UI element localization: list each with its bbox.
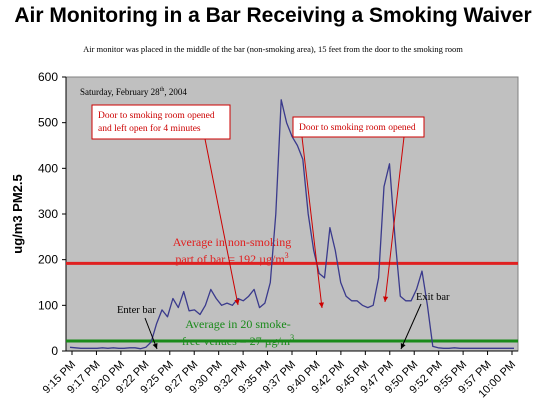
y-tick-label: 100 bbox=[38, 298, 58, 312]
y-axis-label: ug/m3 PM2.5 bbox=[10, 174, 25, 253]
arrow-head bbox=[234, 299, 240, 305]
y-tick-label: 0 bbox=[51, 344, 58, 358]
reference-line-label: Average in 20 smoke- bbox=[185, 317, 290, 331]
arrow-head bbox=[383, 296, 389, 302]
reference-line-label: free venues = 27 µg/m3 bbox=[182, 333, 294, 348]
chart-subtitle: Air monitor was placed in the middle of … bbox=[83, 44, 463, 54]
reference-line-label: part of bar = 192 µg/m3 bbox=[175, 251, 288, 266]
series-group bbox=[69, 99, 514, 350]
y-tick-label: 300 bbox=[38, 207, 58, 221]
reference-line-label: Average in non-smoking bbox=[173, 235, 291, 249]
y-tick-label: 400 bbox=[38, 161, 58, 175]
annotation-arrow bbox=[144, 317, 158, 350]
annotations: Door to smoking room opened and left open… bbox=[91, 104, 450, 316]
annotation-arrow bbox=[204, 138, 239, 306]
chart-title: Air Monitoring in a Bar Receiving a Smok… bbox=[14, 4, 532, 27]
arrow-head bbox=[400, 343, 406, 349]
arrow-head bbox=[152, 343, 158, 349]
date-label: Saturday, February 28th, 2004 bbox=[80, 87, 187, 97]
annotation-arrow bbox=[301, 136, 323, 309]
series-line bbox=[69, 99, 514, 350]
annotation-text: Enter bar bbox=[117, 305, 156, 316]
annotation-text: Exit bar bbox=[416, 292, 450, 303]
x-axis: 9:15 PM9:17 PM9:20 PM9:22 PM9:25 PM9:27 … bbox=[41, 350, 518, 400]
annotation-box bbox=[91, 104, 231, 140]
y-tick-label: 200 bbox=[38, 253, 58, 267]
annotation-arrow bbox=[400, 303, 422, 350]
annotation-arrow bbox=[384, 136, 405, 303]
arrow-head bbox=[318, 302, 324, 308]
annotation-text: Door to smoking room opened bbox=[98, 111, 215, 121]
y-tick-label: 500 bbox=[38, 116, 58, 130]
annotation-box bbox=[292, 116, 425, 138]
annotation-text: and left open for 4 minutes bbox=[98, 123, 201, 134]
y-tick-label: 600 bbox=[38, 70, 58, 84]
y-axis: 0 100 200 300 400 500 600 bbox=[38, 70, 67, 358]
reference-lines: Average in non-smoking part of bar = 192 … bbox=[66, 235, 518, 348]
annotation-text: Door to smoking room opened bbox=[299, 123, 416, 133]
annotation-arrows bbox=[144, 136, 422, 350]
